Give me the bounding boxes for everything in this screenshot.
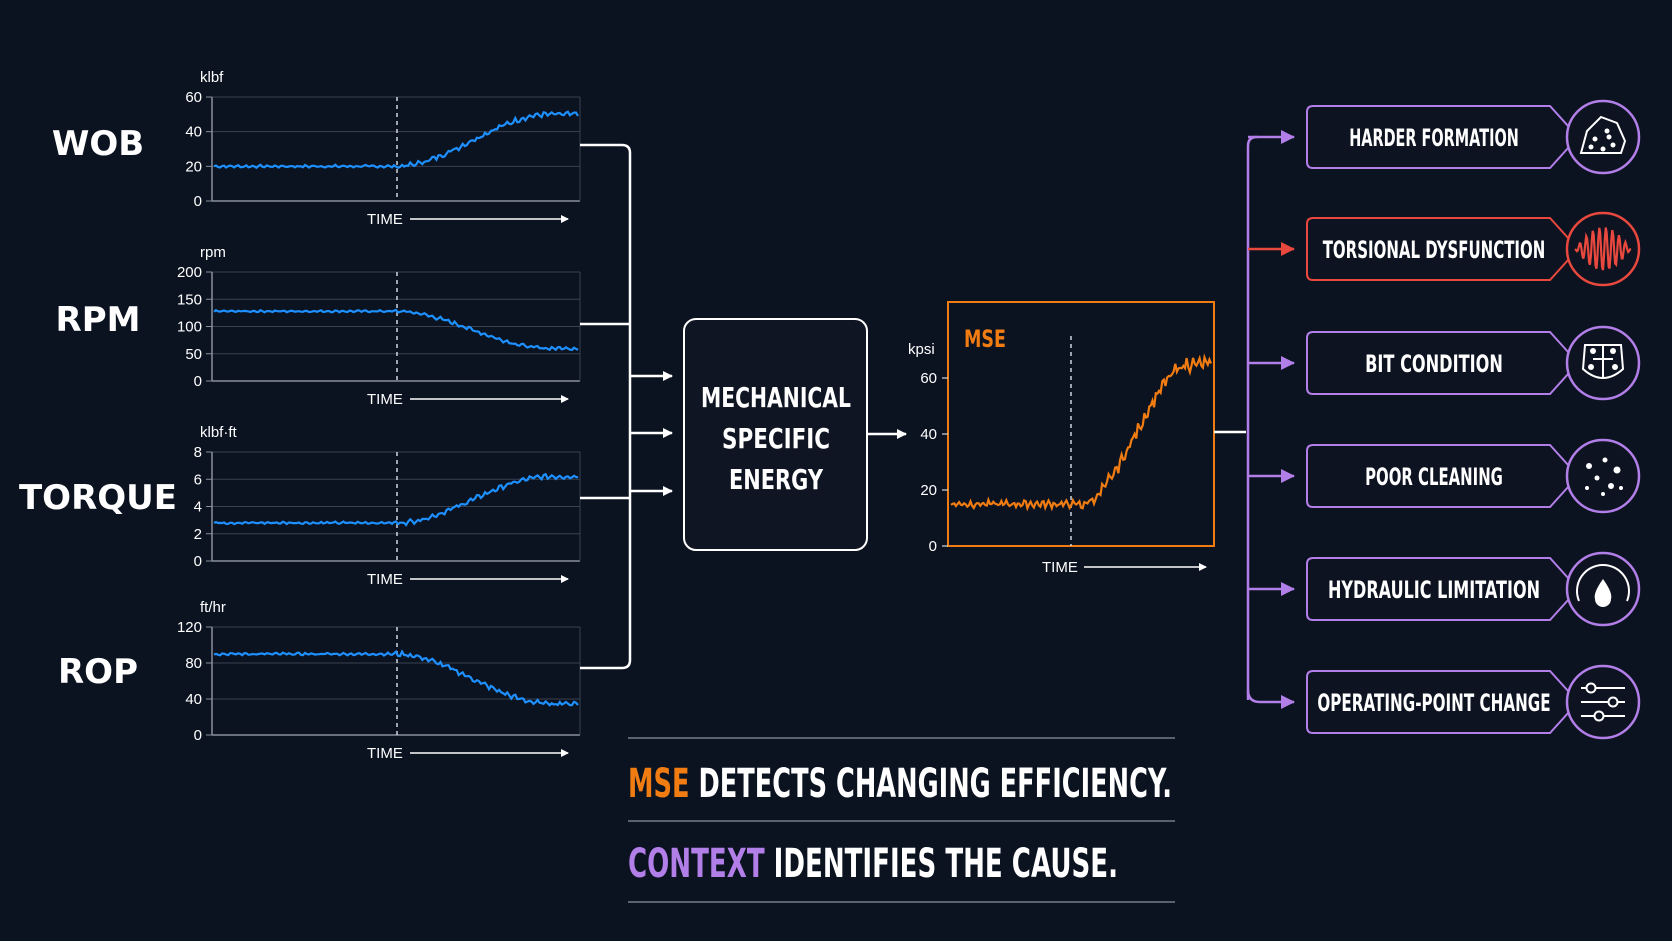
causes-spine (1246, 135, 1258, 700)
footer-line1-accent: MSE (628, 761, 690, 807)
rock-icon (1565, 99, 1641, 175)
cuttings-icon (1565, 438, 1641, 514)
wob-tick-label: 20 (185, 158, 202, 175)
mse-y-ticks: 60 40 20 0 (920, 370, 948, 555)
mse-tick-label: 60 (920, 370, 937, 387)
mse-chart-title: MSE (964, 325, 1006, 353)
footer-line1: MSE DETECTS CHANGING EFFICIENCY. (628, 761, 1172, 807)
mse-time-label: TIME (1042, 559, 1078, 576)
rop-time-label: TIME (367, 745, 403, 762)
arrow-to-operating-point-change (1246, 689, 1295, 709)
mse-chart: MSE kpsi 60 40 20 0 TIME (908, 301, 1215, 576)
rop-series-line (213, 649, 579, 707)
footer-line2: CONTEXT IDENTIFIES THE CAUSE. (628, 841, 1118, 887)
cause-list: HARDER FORMATION TORSIONAL DYSFUNCTION BIT… (1306, 99, 1641, 740)
cause-label: BIT CONDITION (1365, 350, 1503, 378)
cause-harder-formation: HARDER FORMATION (1306, 99, 1641, 175)
wob-tick-label: 0 (194, 193, 202, 210)
input-bracket-line (580, 143, 632, 670)
wob-tick-label: 40 (185, 124, 202, 141)
wob-label: WOB (52, 124, 144, 164)
footer-line2-rest: IDENTIFIES THE CAUSE. (765, 841, 1118, 887)
footer-line1-rest: DETECTS CHANGING EFFICIENCY. (690, 761, 1172, 807)
torque-tick-label: 6 (194, 471, 202, 488)
rpm-chart: RPM rpm 200 150 100 50 0 TIME (56, 244, 581, 408)
rpm-tick-label: 50 (185, 346, 202, 363)
torque-unit: klbf·ft (200, 424, 238, 441)
rop-tick-label: 0 (194, 727, 202, 744)
rpm-tick-label: 0 (194, 373, 202, 390)
cause-label: OPERATING-POINT CHANGE (1317, 689, 1550, 717)
cause-label: HYDRAULIC LIMITATION (1328, 576, 1540, 604)
torque-tick-label: 2 (194, 526, 202, 543)
cause-label: POOR CLEANING (1365, 463, 1503, 491)
cause-hydraulic-limitation: HYDRAULIC LIMITATION (1306, 551, 1641, 627)
wob-time-label: TIME (367, 211, 403, 228)
cause-box-outline (1306, 331, 1580, 395)
cause-bit-condition: BIT CONDITION (1306, 325, 1641, 401)
wob-chart: WOB klbf 60 40 20 0 TIME (52, 69, 581, 228)
rpm-tick-label: 200 (177, 264, 202, 281)
torque-time-label: TIME (367, 571, 403, 588)
cause-label: HARDER FORMATION (1349, 124, 1519, 152)
wob-series-line (213, 110, 579, 170)
cause-torsional-dysfunction: TORSIONAL DYSFUNCTION (1306, 211, 1641, 287)
input-connectors (580, 143, 673, 670)
torque-tick-label: 0 (194, 553, 202, 570)
rop-tick-label: 120 (177, 619, 202, 636)
footer-line2-accent: CONTEXT (628, 841, 765, 887)
rpm-tick-label: 100 (177, 319, 202, 336)
mechanical-specific-energy-box: MECHANICAL SPECIFIC ENERGY (683, 318, 868, 551)
mse-box-line3: ENERGY (729, 463, 824, 496)
drill-bit-icon (1565, 325, 1641, 401)
cause-box-outline (1306, 557, 1580, 621)
sliders-icon (1565, 664, 1641, 740)
input-charts: WOBklbf6040200TIMERPMrpm200150100500TIME… (19, 69, 581, 762)
cause-box-outline (1306, 444, 1580, 508)
mse-tick-label: 0 (929, 538, 937, 555)
cause-box-outline (1306, 217, 1580, 281)
torque-series-line (213, 472, 579, 527)
mse-chart-unit: kpsi (908, 341, 935, 358)
rpm-tick-label: 150 (177, 291, 202, 308)
torque-tick-label: 8 (194, 444, 202, 461)
cause-box-outline (1306, 670, 1580, 734)
rop-label: ROP (58, 652, 138, 692)
torque-chart: TORQUE klbf·ft 8 6 4 2 0 TIME (19, 424, 581, 588)
rpm-time-label: TIME (367, 391, 403, 408)
mse-box-line2: SPECIFIC (722, 422, 830, 455)
cause-operating-point-change: OPERATING-POINT CHANGE (1306, 664, 1641, 740)
rpm-series-line (213, 308, 579, 352)
cause-box-outline (1306, 105, 1580, 169)
mse-chart-frame (947, 301, 1215, 547)
gauge-drop-icon (1565, 551, 1641, 627)
mse-series-line (950, 353, 1213, 512)
torque-tick-label: 4 (194, 499, 202, 516)
footer: MSE DETECTS CHANGING EFFICIENCY. CONTEXT… (628, 737, 1175, 903)
rop-tick-label: 40 (185, 691, 202, 708)
cause-connectors (1214, 130, 1295, 709)
rop-unit: ft/hr (200, 599, 226, 616)
cause-poor-cleaning: POOR CLEANING (1306, 438, 1641, 514)
mse-box-line1: MECHANICAL (701, 381, 851, 414)
rop-chart: ROP ft/hr 120 80 40 0 TIME (58, 599, 581, 762)
rpm-unit: rpm (200, 244, 226, 261)
mse-tick-label: 20 (920, 482, 937, 499)
rop-tick-label: 80 (185, 655, 202, 672)
rpm-label: RPM (56, 300, 141, 340)
waveform-icon (1565, 211, 1641, 287)
torque-label: TORQUE (19, 478, 177, 518)
cause-label: TORSIONAL DYSFUNCTION (1323, 236, 1546, 264)
wob-tick-label: 60 (185, 89, 202, 106)
wob-unit: klbf (200, 69, 224, 86)
mse-tick-label: 40 (920, 426, 937, 443)
